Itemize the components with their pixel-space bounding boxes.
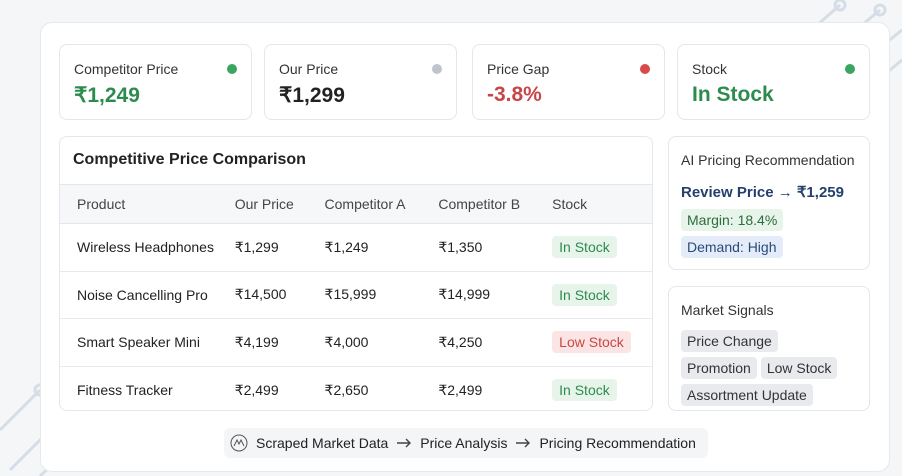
- table-cell: Wireless Headphones: [60, 223, 235, 272]
- panel-title: Market Signals: [681, 302, 774, 318]
- column-header: Competitor B: [438, 184, 553, 224]
- icon: [230, 434, 248, 452]
- table-cell: ₹1,249: [324, 223, 439, 272]
- stat-value: ₹1,249: [74, 84, 140, 107]
- signals-panel: Market Signals Price Change Promotion Low …: [668, 286, 870, 411]
- stock-badge: Low Stock: [552, 331, 631, 354]
- stat-card: Price Gap -3.8%: [472, 44, 665, 120]
- table-cell: Smart Speaker Mini: [60, 318, 235, 367]
- stat-label: Price Gap: [487, 61, 550, 77]
- table-cell: ₹14,999: [438, 271, 553, 319]
- pipeline: Scraped Market Data Price Analysis Prici…: [224, 428, 708, 458]
- table-row: Fitness Tracker ₹2,499 ₹2,650 ₹2,499 In Stoc…: [60, 366, 652, 410]
- tag: Margin: 18.4%: [681, 209, 784, 231]
- stock-badge: In Stock: [552, 236, 617, 259]
- dot: [845, 64, 855, 74]
- arrow: [397, 438, 412, 448]
- dot: [640, 64, 650, 74]
- stat-label: Competitor Price: [74, 61, 179, 77]
- table-cell: Fitness Tracker: [77, 382, 173, 398]
- dot: [227, 64, 237, 74]
- stock-badge: In Stock: [552, 379, 617, 401]
- header-row: Product Our Price Competitor A Competitor B…: [60, 184, 652, 224]
- pipeline-step: Pricing Recommendation: [539, 435, 696, 451]
- stat-label: Stock: [692, 61, 728, 77]
- tag: Assortment Update: [681, 384, 813, 406]
- table-cell: ₹2,499: [234, 381, 279, 398]
- table-cell: In Stock: [552, 223, 652, 272]
- table-cell: ₹14,500: [234, 271, 325, 319]
- tag: Demand: High: [681, 236, 783, 258]
- stat-card: Our Price ₹1,299: [264, 44, 457, 120]
- table-cell: Noise Cancelling Pro: [60, 271, 235, 319]
- table-cell: In Stock: [552, 271, 652, 319]
- table-row: Smart Speaker Mini ₹4,199 ₹4,000 ₹4,250 Low …: [60, 318, 652, 367]
- table-row: Noise Cancelling Pro ₹14,500 ₹15,999 ₹14,99…: [60, 271, 652, 319]
- table-row: Wireless Headphones ₹1,299 ₹1,249 ₹1,350 In …: [60, 223, 652, 272]
- tag: Promotion: [681, 357, 757, 379]
- table-cell: Low Stock: [552, 318, 652, 367]
- recommendation-panel: AI Pricing Recommendation Review Price →…: [668, 136, 870, 270]
- pipeline-step: Price Analysis: [420, 435, 508, 451]
- stat-card: Stock In Stock: [677, 44, 870, 120]
- tag: Low Stock: [760, 357, 838, 379]
- stat-value: ₹1,299: [279, 84, 345, 107]
- panel-title: AI Pricing Recommendation: [681, 152, 855, 168]
- dot: [432, 64, 442, 74]
- tag: Price Change: [681, 330, 778, 352]
- table-cell: ₹2,499: [438, 381, 483, 398]
- price-table: Product Our Price Competitor A Competitor B…: [60, 184, 652, 410]
- column-header: Competitor A: [324, 184, 439, 224]
- table-cell: ₹4,199: [234, 318, 325, 367]
- table-cell: In Stock: [552, 366, 652, 410]
- column-header: Stock: [552, 184, 652, 224]
- stat-label: Our Price: [279, 61, 339, 77]
- stat-card: Competitor Price ₹1,249: [59, 44, 252, 120]
- table-cell: ₹4,250: [438, 318, 553, 367]
- table-cell: ₹1,350: [438, 223, 553, 272]
- stat-value: In Stock: [692, 83, 774, 106]
- recommendation-action: Review Price → ₹1,259: [681, 184, 844, 201]
- stat-value: -3.8%: [487, 83, 542, 106]
- column-header: Our Price: [234, 184, 325, 224]
- pipeline-step: Scraped Market Data: [256, 435, 389, 451]
- table-cell: ₹1,299: [234, 223, 325, 272]
- column-header: Product: [60, 184, 235, 224]
- table-cell: ₹4,000: [324, 318, 439, 367]
- stock-badge: In Stock: [552, 283, 617, 306]
- panel-title: Competitive Price Comparison: [73, 151, 306, 168]
- table-cell: ₹15,999: [324, 271, 439, 319]
- table-panel: Competitive Price Comparison Product Our …: [59, 136, 653, 411]
- table-cell: ₹2,650: [324, 381, 369, 398]
- arrow: [516, 438, 531, 448]
